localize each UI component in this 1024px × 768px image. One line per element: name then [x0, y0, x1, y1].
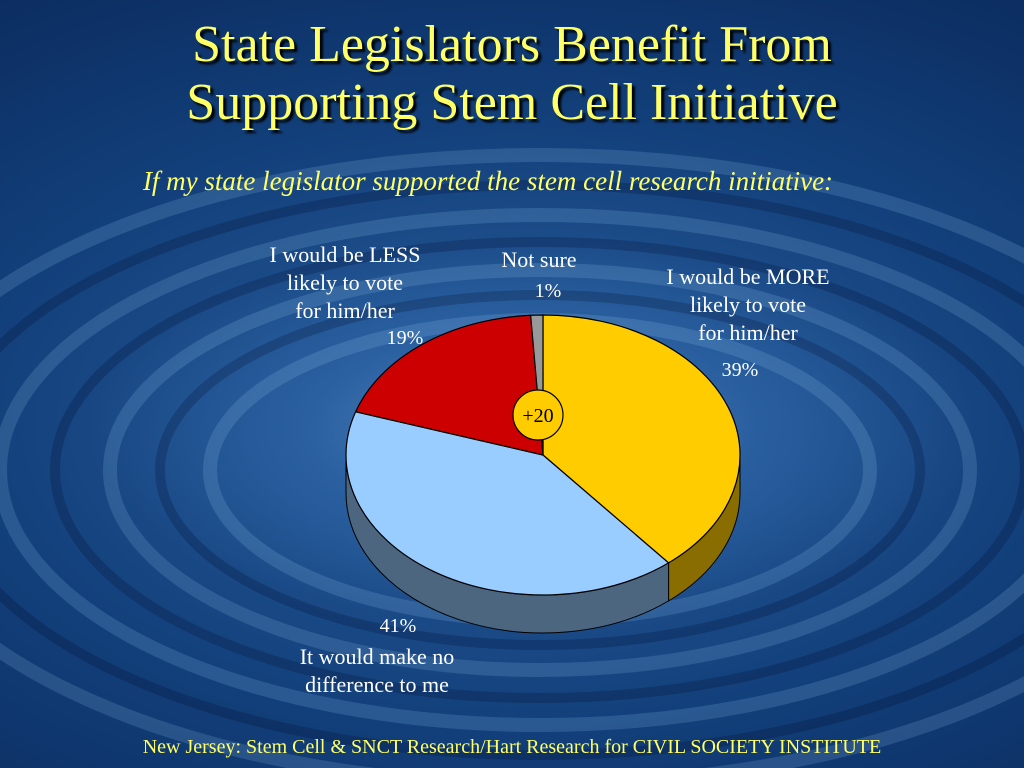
pie-slice-2 — [354, 314, 544, 456]
net-difference-label: +20 — [522, 405, 553, 427]
slice-label-2-line-2: for him/her — [295, 298, 395, 323]
title-line-1: State Legislators Benefit From — [192, 16, 832, 73]
slice-label-0-line-0: I would be MORE — [666, 264, 829, 289]
slide-subtitle: If my state legislator supported the ste… — [142, 166, 834, 196]
net-difference-circle — [512, 389, 564, 441]
slice-label-2-line-0: I would be LESS — [270, 242, 421, 267]
slice-value-label-2: 19% — [387, 327, 424, 349]
slice-value-label-3: 1% — [535, 280, 562, 302]
slice-value-label-1: 41% — [380, 615, 417, 637]
source-footnote: New Jersey: Stem Cell & SNCT Research/Ha… — [142, 736, 882, 758]
slice-label-1-line-0: It would make no — [300, 644, 455, 669]
slice-label-2-line-1: likely to vote — [287, 270, 403, 295]
slide-title: State Legislators Benefit From Supportin… — [0, 16, 1024, 132]
pie-slice-0 — [542, 314, 741, 564]
pie-slices — [345, 314, 741, 596]
pie-labels: I would be MORE likely to vote for him/her… — [270, 242, 830, 697]
net-difference-badge: +20 — [512, 389, 564, 441]
slice-value-label-0: 39% — [722, 359, 759, 381]
slice-label-1-line-1: difference to me — [305, 672, 449, 697]
slice-label-3-line-0: Not sure — [501, 247, 576, 272]
slice-label-0-line-2: for him/her — [698, 320, 798, 345]
pie-slice-1 — [345, 411, 670, 596]
title-line-2: Supporting Stem Cell Initiative — [186, 74, 838, 131]
slice-label-0-line-1: likely to vote — [690, 292, 806, 317]
